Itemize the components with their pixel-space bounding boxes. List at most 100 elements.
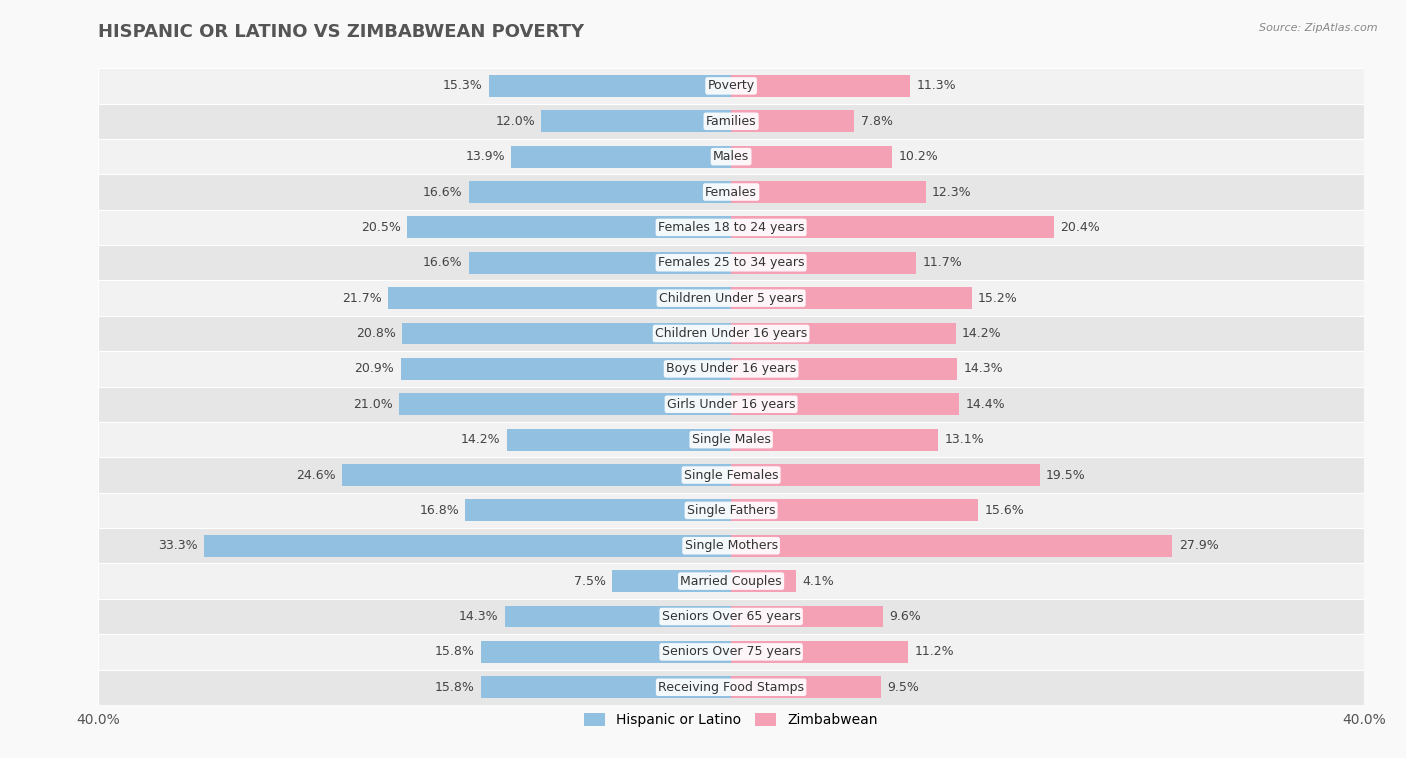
Text: 21.7%: 21.7% <box>342 292 381 305</box>
Text: 14.2%: 14.2% <box>962 327 1001 340</box>
Text: 14.4%: 14.4% <box>965 398 1005 411</box>
Text: 20.4%: 20.4% <box>1060 221 1099 234</box>
Text: 15.8%: 15.8% <box>434 645 475 659</box>
Text: 13.1%: 13.1% <box>945 433 984 446</box>
Bar <box>402 323 731 344</box>
Text: Girls Under 16 years: Girls Under 16 years <box>666 398 796 411</box>
Text: Males: Males <box>713 150 749 163</box>
Bar <box>98 422 1364 457</box>
Bar <box>731 75 910 97</box>
Text: Females: Females <box>706 186 756 199</box>
Bar <box>731 181 925 203</box>
Bar <box>731 217 1054 238</box>
Text: Boys Under 16 years: Boys Under 16 years <box>666 362 796 375</box>
Text: 16.6%: 16.6% <box>423 186 463 199</box>
Text: 7.5%: 7.5% <box>574 575 606 587</box>
Text: 20.9%: 20.9% <box>354 362 394 375</box>
Text: Single Males: Single Males <box>692 433 770 446</box>
Bar <box>98 210 1364 245</box>
Bar <box>98 457 1364 493</box>
Bar <box>731 606 883 628</box>
Text: 16.8%: 16.8% <box>419 504 458 517</box>
Bar <box>98 528 1364 563</box>
Text: Families: Families <box>706 114 756 128</box>
Bar <box>98 634 1364 669</box>
Text: 21.0%: 21.0% <box>353 398 392 411</box>
Bar <box>388 287 731 309</box>
Bar <box>489 75 731 97</box>
Legend: Hispanic or Latino, Zimbabwean: Hispanic or Latino, Zimbabwean <box>579 708 883 733</box>
Bar <box>342 464 731 486</box>
Text: Children Under 5 years: Children Under 5 years <box>659 292 803 305</box>
Bar <box>98 280 1364 316</box>
Bar <box>731 358 957 380</box>
Text: 20.5%: 20.5% <box>361 221 401 234</box>
Bar <box>98 174 1364 210</box>
Text: HISPANIC OR LATINO VS ZIMBABWEAN POVERTY: HISPANIC OR LATINO VS ZIMBABWEAN POVERTY <box>98 23 585 41</box>
Bar <box>506 429 731 450</box>
Bar <box>98 387 1364 422</box>
Bar <box>731 500 977 522</box>
Text: 15.2%: 15.2% <box>977 292 1018 305</box>
Text: 12.0%: 12.0% <box>495 114 534 128</box>
Text: Source: ZipAtlas.com: Source: ZipAtlas.com <box>1260 23 1378 33</box>
Bar <box>401 358 731 380</box>
Text: Seniors Over 75 years: Seniors Over 75 years <box>662 645 800 659</box>
Text: 15.6%: 15.6% <box>984 504 1024 517</box>
Text: 14.3%: 14.3% <box>458 610 499 623</box>
Bar <box>468 181 731 203</box>
Text: 16.6%: 16.6% <box>423 256 463 269</box>
Text: 15.8%: 15.8% <box>434 681 475 694</box>
Bar <box>406 217 731 238</box>
Text: 9.5%: 9.5% <box>887 681 920 694</box>
Text: 11.3%: 11.3% <box>917 80 956 92</box>
Bar <box>98 599 1364 634</box>
Bar <box>731 570 796 592</box>
Text: Single Females: Single Females <box>683 468 779 481</box>
Text: Receiving Food Stamps: Receiving Food Stamps <box>658 681 804 694</box>
Bar <box>731 323 956 344</box>
Bar <box>481 676 731 698</box>
Text: Females 25 to 34 years: Females 25 to 34 years <box>658 256 804 269</box>
Bar <box>98 245 1364 280</box>
Bar <box>98 563 1364 599</box>
Text: 11.7%: 11.7% <box>922 256 962 269</box>
Bar <box>98 316 1364 351</box>
Bar <box>465 500 731 522</box>
Text: 4.1%: 4.1% <box>803 575 834 587</box>
Text: Females 18 to 24 years: Females 18 to 24 years <box>658 221 804 234</box>
Bar <box>731 535 1173 556</box>
Bar <box>731 393 959 415</box>
Bar <box>98 139 1364 174</box>
Bar <box>731 641 908 662</box>
Bar <box>98 68 1364 104</box>
Bar <box>98 104 1364 139</box>
Bar <box>613 570 731 592</box>
Text: Children Under 16 years: Children Under 16 years <box>655 327 807 340</box>
Bar <box>731 676 882 698</box>
Text: 11.2%: 11.2% <box>914 645 955 659</box>
Text: 20.8%: 20.8% <box>356 327 396 340</box>
Text: 13.9%: 13.9% <box>465 150 505 163</box>
Bar <box>505 606 731 628</box>
Text: 24.6%: 24.6% <box>297 468 336 481</box>
Bar <box>204 535 731 556</box>
Bar <box>731 146 893 168</box>
Bar <box>731 252 917 274</box>
Text: Seniors Over 65 years: Seniors Over 65 years <box>662 610 800 623</box>
Bar <box>481 641 731 662</box>
Text: Single Mothers: Single Mothers <box>685 539 778 553</box>
Text: Poverty: Poverty <box>707 80 755 92</box>
Text: 33.3%: 33.3% <box>159 539 198 553</box>
Text: 19.5%: 19.5% <box>1046 468 1085 481</box>
Bar <box>98 669 1364 705</box>
Text: 9.6%: 9.6% <box>889 610 921 623</box>
Text: 14.3%: 14.3% <box>963 362 1004 375</box>
Bar <box>512 146 731 168</box>
Bar <box>98 351 1364 387</box>
Text: Single Fathers: Single Fathers <box>688 504 775 517</box>
Text: 7.8%: 7.8% <box>860 114 893 128</box>
Text: 10.2%: 10.2% <box>898 150 939 163</box>
Bar <box>731 287 972 309</box>
Bar <box>399 393 731 415</box>
